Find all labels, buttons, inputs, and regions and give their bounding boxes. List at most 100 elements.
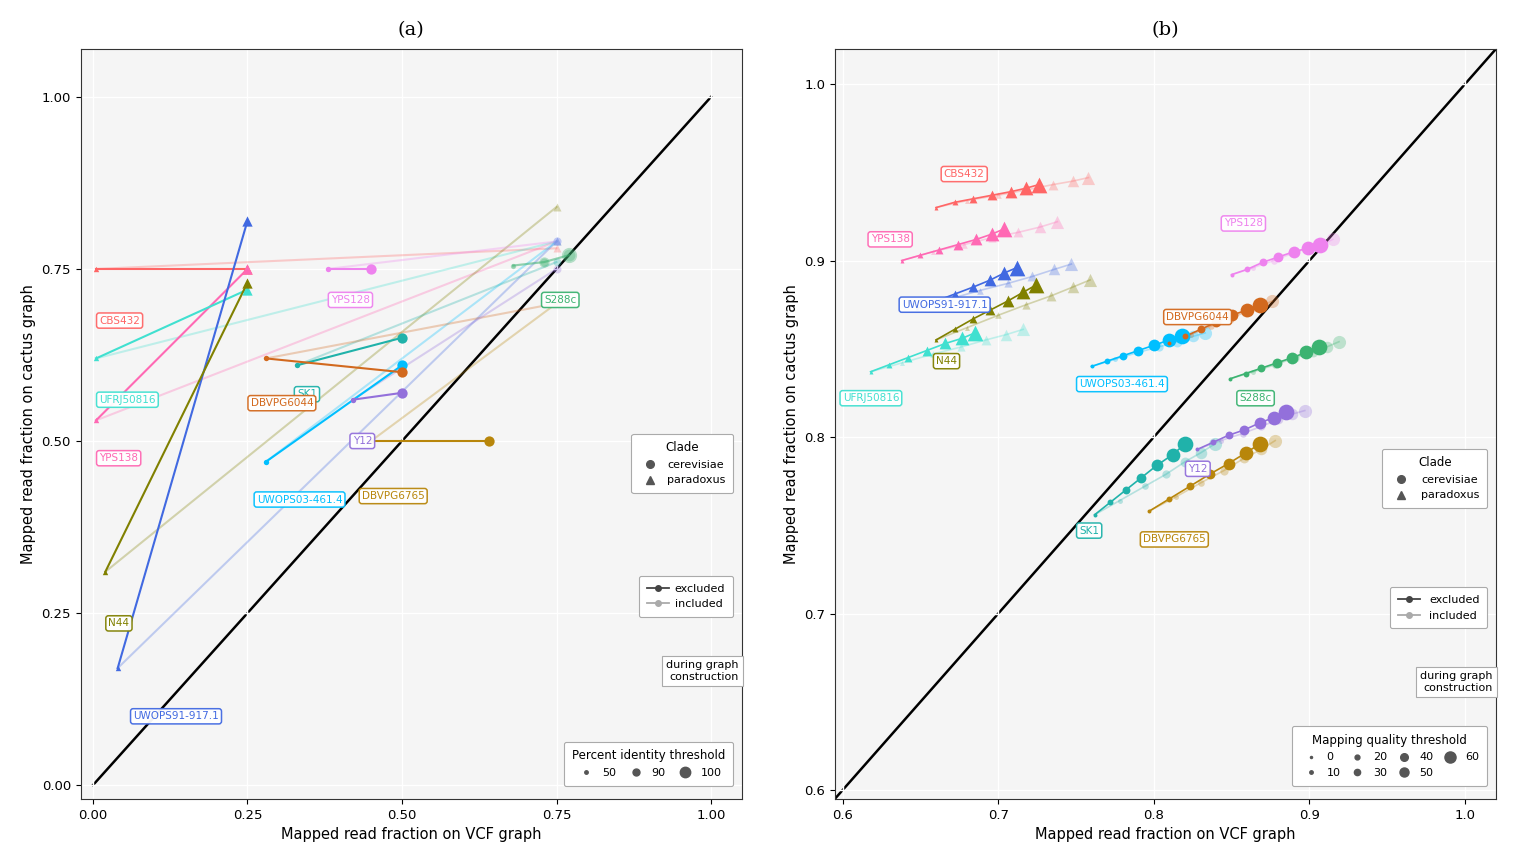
Point [285,358,309,372]
Point [921,347,945,361]
Point [1027,178,1051,192]
Point [1241,365,1265,379]
Point [877,358,901,372]
Point [962,192,986,205]
Point [1209,434,1233,448]
Point [1192,326,1217,340]
Point [1283,350,1308,364]
Text: UFRJ50816: UFRJ50816 [99,394,156,405]
Point [390,331,414,344]
Point [1327,335,1352,349]
Text: UWOPS91-917.1: UWOPS91-917.1 [133,711,218,721]
Point [1296,242,1320,255]
Text: during graph
construction: during graph construction [1420,671,1493,693]
Legend: 50, 90, 100: 50, 90, 100 [564,741,733,786]
Text: S288c: S288c [1239,394,1271,403]
Point [1024,279,1048,293]
Text: Y12: Y12 [1188,463,1208,474]
Point [1218,372,1242,386]
Text: DBVPG6044: DBVPG6044 [250,398,313,408]
Point [995,276,1019,290]
Point [83,413,108,427]
Point [235,262,259,276]
Point [1280,247,1305,261]
Point [253,455,278,469]
Point [1233,305,1258,318]
Point [1203,438,1227,451]
Legend: 0, 10, 20, 30, 40, 50, 60: 0, 10, 20, 30, 40, 50, 60 [1292,726,1487,786]
Point [936,293,960,306]
Point [1145,458,1170,472]
Point [1218,312,1242,325]
Text: YPS138: YPS138 [871,235,910,244]
Point [1230,426,1255,440]
Point [956,193,980,207]
Point [974,333,998,347]
Point [1220,268,1244,281]
Point [106,661,130,675]
Text: UWOPS03-461.4: UWOPS03-461.4 [1079,379,1165,389]
Point [1248,443,1273,457]
Point [360,262,384,276]
Text: YPS128: YPS128 [331,295,370,305]
Text: YPS128: YPS128 [1224,218,1262,229]
Point [1204,315,1229,329]
Point [980,227,1004,241]
Point [1098,495,1123,509]
Point [545,235,569,249]
Point [1080,360,1104,374]
Point [1218,372,1242,386]
Point [1220,308,1244,322]
Point [945,237,969,251]
Point [1188,323,1212,337]
Point [889,356,913,370]
Point [106,661,130,675]
Point [1247,416,1271,430]
Point [1157,337,1182,350]
Point [1188,446,1212,460]
Point [921,245,945,259]
Text: N44: N44 [936,356,957,366]
Y-axis label: Mapped read fraction on cactus graph: Mapped read fraction on cactus graph [784,284,798,564]
Point [340,393,364,406]
Point [532,255,557,269]
Text: DBVPG6765: DBVPG6765 [363,491,425,501]
Point [968,284,992,298]
Point [1262,411,1286,425]
Point [235,283,259,297]
Point [897,350,921,364]
Point [1294,345,1318,359]
Point [906,301,930,315]
Point [924,333,948,347]
Point [1126,345,1150,359]
Point [316,262,340,276]
Point [476,434,501,448]
Point [501,259,525,273]
Point [93,565,117,579]
Point [390,358,414,372]
Point [545,255,569,269]
Point [253,351,278,365]
Point [545,262,569,276]
Point [1107,494,1132,507]
Point [83,262,108,276]
Point [986,188,1010,202]
Y-axis label: Mapped read fraction on cactus graph: Mapped read fraction on cactus graph [21,284,36,564]
Point [545,235,569,249]
Point [545,235,569,249]
Point [340,393,364,406]
Point [859,365,883,379]
Point [1306,340,1330,354]
Point [545,235,569,249]
Title: (b): (b) [1151,21,1179,39]
Point [285,358,309,372]
Point [978,303,1003,317]
Point [909,249,933,262]
Point [1103,352,1127,366]
Point [235,276,259,290]
Point [557,249,581,262]
Point [948,340,972,354]
Point [889,254,913,268]
Point [1006,225,1030,239]
Point [924,201,948,215]
